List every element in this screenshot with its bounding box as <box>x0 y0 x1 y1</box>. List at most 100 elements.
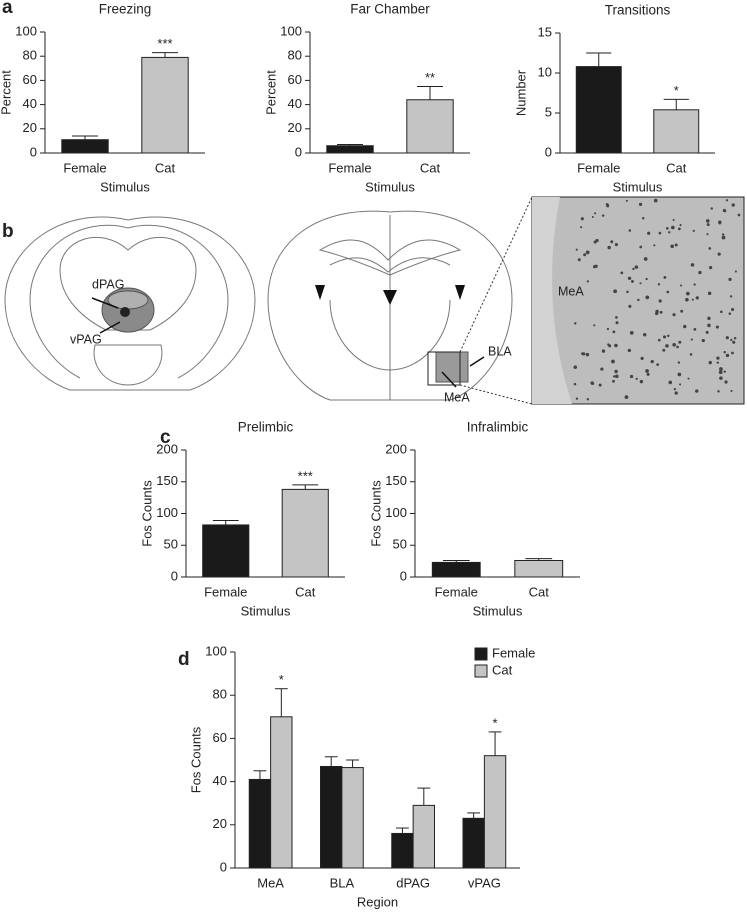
bar <box>61 139 109 154</box>
bar <box>141 56 189 154</box>
panel-letter: c <box>160 427 171 448</box>
chart-title: Infralimbic <box>467 420 529 435</box>
region-label: vPAG <box>70 332 102 346</box>
cell-dot <box>658 231 662 235</box>
cell-dot <box>717 390 720 393</box>
cell-dot <box>593 324 596 327</box>
cell-dot <box>600 367 604 371</box>
cell-dot <box>627 348 632 353</box>
x-axis-label: Stimulus <box>365 179 415 194</box>
cell-dot <box>614 369 618 374</box>
panel-letter: a <box>2 0 13 18</box>
y-axis-label: Percent <box>0 70 13 115</box>
cell-dot <box>601 214 605 217</box>
cell-dot <box>662 335 667 339</box>
cell-dot <box>672 219 675 222</box>
cell-dot <box>615 316 618 319</box>
cell-dot <box>716 361 719 364</box>
cell-dot <box>628 229 632 232</box>
cell-dot <box>580 226 583 229</box>
bar <box>391 832 414 869</box>
x-tick-label: BLA <box>330 875 355 890</box>
cell-dot <box>705 330 709 334</box>
cell-dot <box>737 213 741 217</box>
cell-dot <box>692 229 695 233</box>
cell-dot <box>598 383 602 387</box>
brain-section-left <box>4 216 256 391</box>
x-tick-label: Female <box>577 160 620 175</box>
cell-dot <box>626 290 629 294</box>
cell-dot <box>614 243 618 247</box>
cell-dot <box>718 221 722 225</box>
cell-dot <box>653 244 656 247</box>
cell-dot <box>722 208 727 213</box>
cell-dot <box>645 295 650 300</box>
cell-dot <box>668 231 671 234</box>
x-tick-label: Cat <box>529 584 550 599</box>
bar <box>653 109 700 154</box>
bar <box>575 66 622 154</box>
cell-dot <box>731 203 735 207</box>
y-tick-label: 40 <box>23 96 37 111</box>
cell-dot <box>625 199 628 202</box>
cell-dot <box>637 298 640 302</box>
region-label: dPAG <box>92 277 124 291</box>
cell-dot <box>729 295 733 298</box>
cell-dot <box>690 338 693 341</box>
cell-dot <box>698 270 702 275</box>
legend-swatch <box>474 647 488 661</box>
cell-dot <box>577 258 581 262</box>
significance: * <box>493 715 498 730</box>
cell-dot <box>708 247 712 250</box>
cell-dot <box>728 277 732 281</box>
y-tick-label: 0 <box>220 859 227 874</box>
cell-dot <box>670 244 675 249</box>
y-tick-label: 60 <box>213 730 227 745</box>
y-tick-label: 100 <box>205 643 227 658</box>
chart-title: Prelimbic <box>238 420 294 435</box>
cell-dot <box>601 349 606 353</box>
y-tick-label: 60 <box>23 72 37 87</box>
bar <box>248 778 272 869</box>
bar <box>462 817 485 869</box>
cell-dot <box>591 215 594 218</box>
cell-dot <box>629 331 634 335</box>
cell-dot <box>607 343 610 346</box>
y-tick-label: 200 <box>156 441 178 456</box>
x-tick-label: dPAG <box>396 875 430 890</box>
significance: *** <box>298 468 313 483</box>
cell-dot <box>674 243 678 247</box>
cell-dot <box>663 275 667 279</box>
cell-dot <box>695 389 699 393</box>
bar <box>483 755 507 869</box>
y-tick-label: 20 <box>213 816 227 831</box>
cell-dot <box>701 338 705 343</box>
cell-dot <box>653 198 658 203</box>
cell-dot <box>575 397 579 400</box>
cell-dot <box>667 334 670 338</box>
cell-dot <box>705 219 710 223</box>
cell-dot <box>612 379 615 383</box>
bar <box>202 524 250 578</box>
cell-dot <box>687 377 690 380</box>
cell-dot <box>721 235 726 240</box>
x-tick-label: Female <box>435 584 478 599</box>
cell-dot <box>639 282 642 285</box>
y-tick-label: 0 <box>30 144 37 159</box>
y-tick-label: 0 <box>295 144 302 159</box>
y-tick-label: 100 <box>15 23 37 38</box>
cell-dot <box>725 199 729 202</box>
x-axis-label: Stimulus <box>100 179 150 194</box>
cell-dot <box>646 372 650 376</box>
significance: *** <box>157 36 172 51</box>
y-tick-label: 0 <box>400 568 407 583</box>
cell-dot <box>593 240 597 244</box>
panel-letter: b <box>2 221 14 242</box>
cell-dot <box>695 296 699 300</box>
bar <box>281 488 329 578</box>
cell-dot <box>586 398 590 401</box>
cell-dot <box>611 359 615 364</box>
cell-dot <box>671 225 675 230</box>
cell-dot <box>734 270 737 273</box>
micrograph-edge <box>532 197 572 404</box>
